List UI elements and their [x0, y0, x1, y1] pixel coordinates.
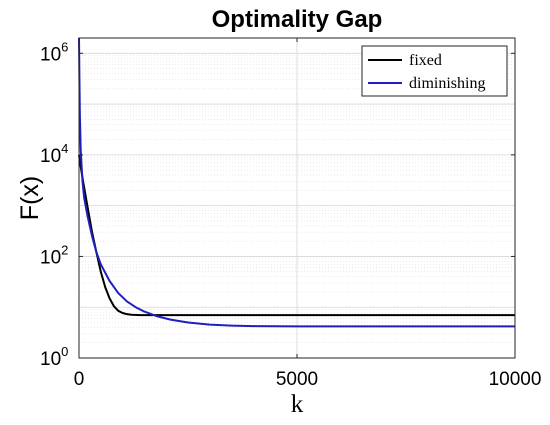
x-tick-label: 5000: [276, 369, 318, 390]
y-axis-label: F(x): [16, 176, 44, 220]
legend-box: [361, 45, 508, 97]
y-tick-label: 100: [40, 344, 68, 370]
x-tick-marks: [78, 38, 516, 358]
x-tick-labels: 0 5000 10000: [74, 369, 542, 390]
series-layer: [78, 37, 515, 328]
y-tick-label: 102: [40, 242, 68, 268]
x-axis-label: k: [291, 391, 304, 418]
series-line-diminishing: [78, 37, 515, 328]
y-tick-marks: [79, 52, 515, 359]
legend: fixed diminishing: [361, 45, 508, 97]
legend-label-fixed: fixed: [409, 52, 442, 69]
x-tick-label: 10000: [489, 369, 542, 390]
legend-label-diminishing: diminishing: [409, 75, 485, 92]
x-tick-label: 0: [74, 369, 85, 390]
y-tick-label: 106: [40, 39, 68, 65]
minor-grid: [79, 55, 515, 344]
chart-title: Optimality Gap: [212, 6, 383, 33]
y-tick-labels: 100 102 104 106: [40, 39, 68, 370]
y-tick-label: 104: [40, 141, 68, 167]
